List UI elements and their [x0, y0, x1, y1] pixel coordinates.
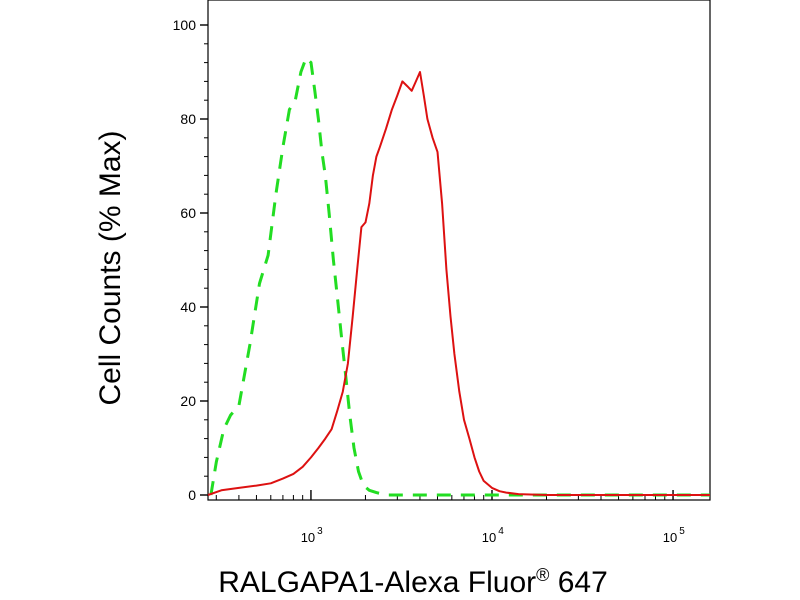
- y-tick-label: 20: [180, 393, 196, 409]
- y-tick-label: 80: [180, 111, 196, 127]
- control-histogram-line: [209, 56, 710, 497]
- y-tick-label: 0: [188, 487, 196, 503]
- x-tick-exponent: 3: [317, 526, 323, 537]
- stained-histogram-line: [207, 71, 710, 496]
- y-tick-label: 100: [173, 17, 197, 33]
- x-axis-title: RALGAPA1-Alexa Fluor® 647: [218, 565, 608, 599]
- y-axis: 0 20 40 60 80 100: [173, 17, 208, 503]
- y-tick-label: 40: [180, 299, 196, 315]
- x-tick-exponent: 5: [679, 526, 685, 537]
- x-tick-label: 10: [663, 530, 677, 545]
- x-axis-title-main: RALGAPA1-Alexa Fluor: [218, 566, 536, 599]
- x-axis-title-tail: 647: [549, 566, 607, 599]
- x-tick-exponent: 4: [498, 526, 504, 537]
- plot-frame: [207, 0, 711, 501]
- plot-area: [207, 0, 711, 501]
- series-layer: [207, 56, 710, 497]
- x-axis-title-mark: ®: [536, 565, 549, 585]
- x-tick-label: 10: [301, 530, 315, 545]
- y-tick-label: 60: [180, 205, 196, 221]
- y-axis-title: Cell Counts (% Max): [94, 130, 127, 405]
- x-tick-label: 10: [482, 530, 496, 545]
- x-axis: 10 3 10 4 10 5: [215, 490, 685, 545]
